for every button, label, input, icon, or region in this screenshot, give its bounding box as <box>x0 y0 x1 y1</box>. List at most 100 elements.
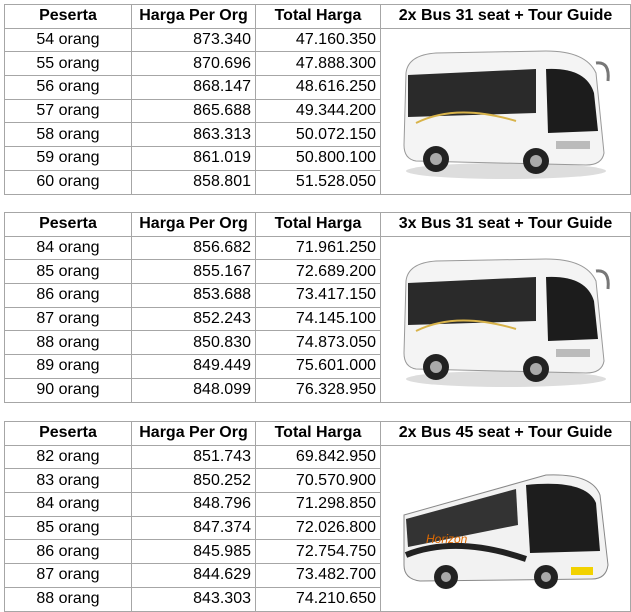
harga-per-org-cell: 849.449 <box>131 354 256 379</box>
total-harga-cell: 50.072.150 <box>255 122 381 148</box>
bus-icon: Horizon <box>403 473 609 589</box>
harga-per-org-cell: 843.303 <box>131 586 256 612</box>
peserta-cell: 84 orang <box>4 235 132 261</box>
table-row: 87 orang 844.629 73.482.700 <box>4 563 631 588</box>
peserta-cell: 88 orang <box>4 586 132 612</box>
peserta-cell: 55 orang <box>4 51 132 77</box>
harga-per-org-cell: 853.688 <box>131 283 256 308</box>
harga-per-org-cell: 873.340 <box>131 27 256 53</box>
table-row: 85 orang 847.374 72.026.800 <box>4 515 631 541</box>
total-harga-cell: 69.842.950 <box>255 444 381 470</box>
harga-per-org-cell: 850.830 <box>131 330 256 356</box>
harga-per-org-cell: 855.167 <box>131 259 256 285</box>
svg-text:Horizon: Horizon <box>426 532 468 546</box>
peserta-cell: 87 orang <box>4 306 132 332</box>
table-row: 84 orang 848.796 71.298.850 <box>4 492 631 517</box>
column-header: Harga Per Org <box>131 4 256 29</box>
total-harga-cell: 70.570.900 <box>255 468 381 494</box>
bus-icon <box>402 50 610 179</box>
total-harga-cell: 75.601.000 <box>255 354 381 379</box>
peserta-cell: 84 orang <box>4 492 132 517</box>
table-row: 56 orang 868.147 48.616.250 <box>4 75 631 100</box>
peserta-cell: 87 orang <box>4 563 132 588</box>
table-row: 82 orang 851.743 69.842.950 Horizon <box>4 444 631 612</box>
total-harga-cell: 72.026.800 <box>255 515 381 541</box>
total-harga-cell: 71.961.250 <box>255 235 381 261</box>
harga-per-org-cell: 852.243 <box>131 306 256 332</box>
total-harga-cell: 72.754.750 <box>255 539 381 565</box>
peserta-cell: 88 orang <box>4 330 132 356</box>
peserta-cell: 57 orang <box>4 98 132 124</box>
peserta-cell: 54 orang <box>4 27 132 53</box>
total-harga-cell: 72.689.200 <box>255 259 381 285</box>
harga-per-org-cell: 851.743 <box>131 444 256 470</box>
column-header: Harga Per Org <box>131 421 256 446</box>
column-header: Harga Per Org <box>131 212 256 237</box>
table-row: 55 orang 870.696 47.888.300 <box>4 51 631 77</box>
peserta-cell: 59 orang <box>4 146 132 171</box>
peserta-cell: 82 orang <box>4 444 132 470</box>
header-row: Peserta Harga Per Org Total Harga 3x Bus 31… <box>4 212 631 237</box>
package-title: 3x Bus 31 seat + Tour Guide <box>380 212 631 237</box>
table-row: 86 orang 853.688 73.417.150 <box>4 283 631 308</box>
harga-per-org-cell: 863.313 <box>131 122 256 148</box>
bus-image: Horizon <box>380 444 631 612</box>
bus-image <box>380 27 631 195</box>
peserta-cell: 58 orang <box>4 122 132 148</box>
total-harga-cell: 76.328.950 <box>255 377 381 403</box>
harga-per-org-cell: 856.682 <box>131 235 256 261</box>
total-harga-cell: 50.800.100 <box>255 146 381 171</box>
harga-per-org-cell: 868.147 <box>131 75 256 100</box>
table-row: 57 orang 865.688 49.344.200 <box>4 98 631 124</box>
table-row: 88 orang 850.830 74.873.050 <box>4 330 631 356</box>
total-harga-cell: 49.344.200 <box>255 98 381 124</box>
total-harga-cell: 74.210.650 <box>255 586 381 612</box>
total-harga-cell: 74.145.100 <box>255 306 381 332</box>
header-row: Peserta Harga Per Org Total Harga 2x Bus 45… <box>4 421 631 446</box>
table-row: 89 orang 849.449 75.601.000 <box>4 354 631 379</box>
bus-image <box>380 235 631 403</box>
harga-per-org-cell: 848.796 <box>131 492 256 517</box>
peserta-cell: 85 orang <box>4 259 132 285</box>
header-row: Peserta Harga Per Org Total Harga 2x Bus 31… <box>4 4 631 29</box>
harga-per-org-cell: 858.801 <box>131 169 256 195</box>
peserta-cell: 90 orang <box>4 377 132 403</box>
total-harga-cell: 73.417.150 <box>255 283 381 308</box>
table-row: 54 orang 873.340 47.160.350 <box>4 27 631 195</box>
package-title: 2x Bus 31 seat + Tour Guide <box>380 4 631 29</box>
price-table-1: Peserta Harga Per Org Total Harga 2x Bus 31… <box>4 4 631 195</box>
package-title: 2x Bus 45 seat + Tour Guide <box>380 421 631 446</box>
harga-per-org-cell: 847.374 <box>131 515 256 541</box>
table-row: 90 orang 848.099 76.328.950 <box>4 377 631 403</box>
table-row: 58 orang 863.313 50.072.150 <box>4 122 631 148</box>
peserta-cell: 89 orang <box>4 354 132 379</box>
peserta-cell: 86 orang <box>4 539 132 565</box>
price-table-2: Peserta Harga Per Org Total Harga 3x Bus 31… <box>4 212 631 403</box>
column-header: Peserta <box>4 4 132 29</box>
column-header: Total Harga <box>255 4 381 29</box>
peserta-cell: 83 orang <box>4 468 132 494</box>
peserta-cell: 56 orang <box>4 75 132 100</box>
table-row: 84 orang 856.682 71.961.250 <box>4 235 631 403</box>
harga-per-org-cell: 848.099 <box>131 377 256 403</box>
total-harga-cell: 73.482.700 <box>255 563 381 588</box>
total-harga-cell: 74.873.050 <box>255 330 381 356</box>
peserta-cell: 60 orang <box>4 169 132 195</box>
total-harga-cell: 48.616.250 <box>255 75 381 100</box>
harga-per-org-cell: 865.688 <box>131 98 256 124</box>
total-harga-cell: 47.160.350 <box>255 27 381 53</box>
harga-per-org-cell: 845.985 <box>131 539 256 565</box>
price-table-3: Peserta Harga Per Org Total Harga 2x Bus 45… <box>4 421 631 612</box>
table-row: 88 orang 843.303 74.210.650 <box>4 586 631 612</box>
total-harga-cell: 51.528.050 <box>255 169 381 195</box>
bus-icon <box>402 258 610 387</box>
table-row: 60 orang 858.801 51.528.050 <box>4 169 631 195</box>
harga-per-org-cell: 870.696 <box>131 51 256 77</box>
total-harga-cell: 71.298.850 <box>255 492 381 517</box>
column-header: Total Harga <box>255 421 381 446</box>
harga-per-org-cell: 844.629 <box>131 563 256 588</box>
column-header: Total Harga <box>255 212 381 237</box>
peserta-cell: 86 orang <box>4 283 132 308</box>
table-row: 87 orang 852.243 74.145.100 <box>4 306 631 332</box>
harga-per-org-cell: 850.252 <box>131 468 256 494</box>
